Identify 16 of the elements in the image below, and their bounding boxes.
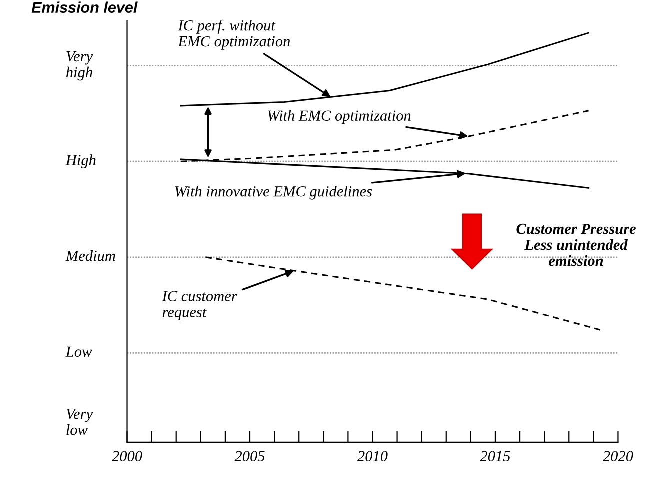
- annotation: IC customer request: [162, 291, 238, 321]
- text: Very low: [66, 409, 94, 436]
- x-tick-label: 2010: [357, 451, 388, 462]
- ref-line-label: Medium: [66, 250, 116, 262]
- x-tick-label: 2000: [112, 451, 142, 462]
- annotation: IC perf. without EMC optimization: [178, 20, 290, 50]
- y-axis-title: Emission level: [32, 2, 138, 14]
- annotation: With EMC optimization: [268, 110, 411, 124]
- ref-line-label: Low: [66, 346, 92, 358]
- ref-line-label: Very high: [66, 51, 94, 81]
- x-tick-label: 2015: [480, 451, 510, 462]
- x-tick-label: 2005: [234, 451, 265, 462]
- x-tick-label: 2020: [602, 451, 634, 462]
- annotation: Customer Pressure Less unintended emission: [516, 224, 636, 266]
- annotation: With innovative EMC guidelines: [175, 186, 372, 200]
- ref-line-label: High: [66, 154, 96, 169]
